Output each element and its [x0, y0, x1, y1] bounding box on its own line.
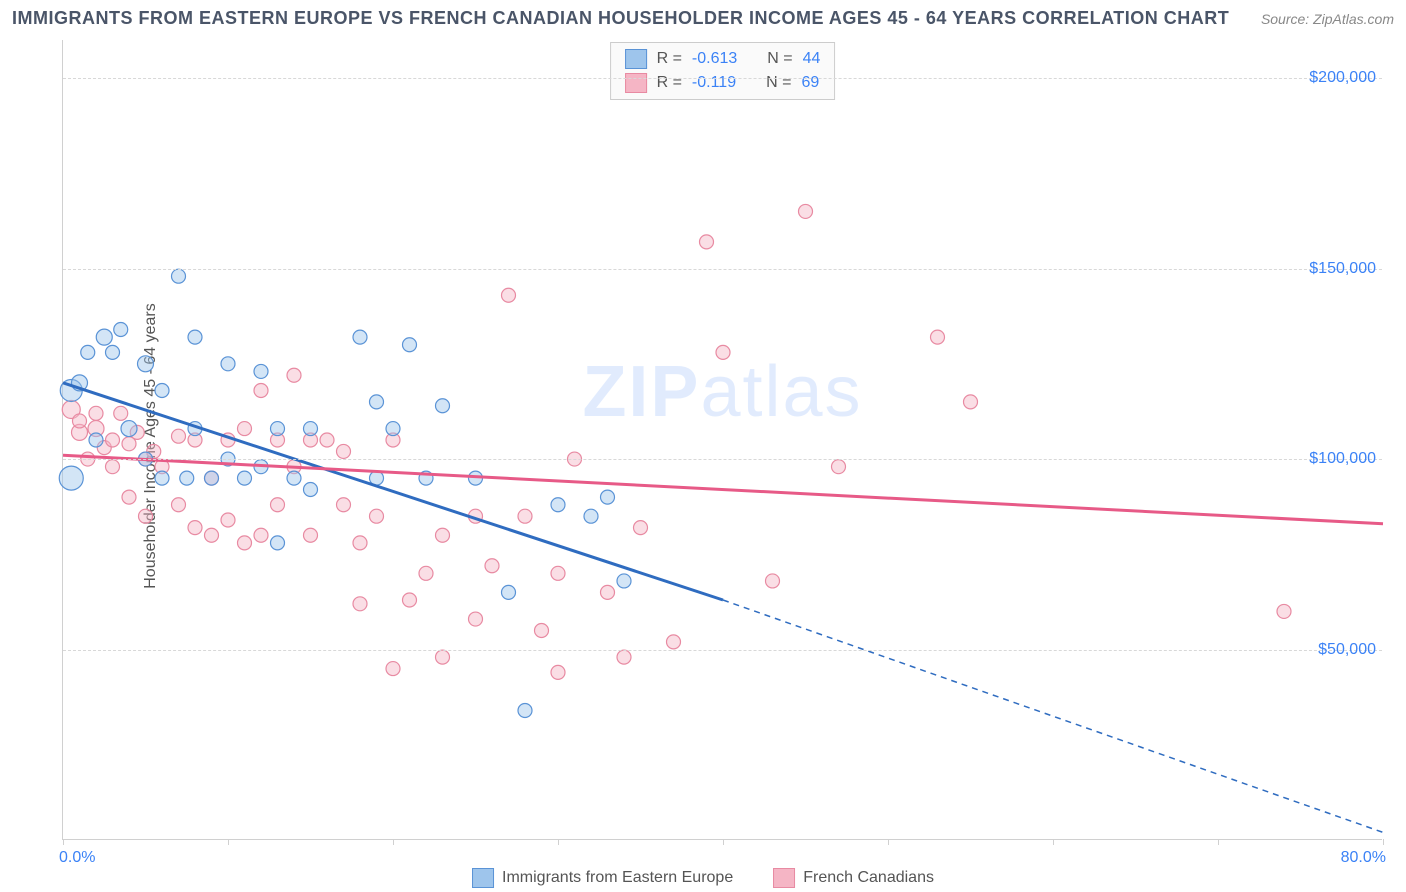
- legend-item-0: Immigrants from Eastern Europe: [472, 868, 733, 888]
- y-tick-label: $50,000: [1318, 641, 1376, 659]
- chart-area: ZIPatlas R = -0.613 N = 44 R = -0.119 N …: [62, 40, 1382, 840]
- gridline: [63, 78, 1382, 79]
- swatch-series-1: [625, 73, 647, 93]
- stats-row-series-1: R = -0.119 N = 69: [625, 71, 821, 95]
- source-label: Source: ZipAtlas.com: [1261, 11, 1394, 27]
- x-tick: [228, 839, 229, 845]
- scatter-plot: [63, 40, 1383, 840]
- n-label: N =: [767, 50, 792, 68]
- gridline: [63, 459, 1382, 460]
- r-label: R =: [657, 74, 682, 92]
- header: IMMIGRANTS FROM EASTERN EUROPE VS FRENCH…: [12, 8, 1394, 29]
- gridline: [63, 269, 1382, 270]
- x-tick: [1053, 839, 1054, 845]
- x-tick: [63, 839, 64, 845]
- n-value-0: 44: [803, 50, 821, 68]
- stats-legend: R = -0.613 N = 44 R = -0.119 N = 69: [610, 42, 836, 100]
- y-tick-label: $100,000: [1309, 450, 1376, 468]
- legend-label-1: French Canadians: [803, 869, 934, 887]
- r-value-1: -0.119: [692, 74, 736, 92]
- series-legend: Immigrants from Eastern Europe French Ca…: [472, 868, 934, 888]
- gridline: [63, 650, 1382, 651]
- x-tick: [723, 839, 724, 845]
- n-value-1: 69: [801, 74, 819, 92]
- x-tick: [1218, 839, 1219, 845]
- x-tick: [558, 839, 559, 845]
- legend-label-0: Immigrants from Eastern Europe: [502, 869, 733, 887]
- x-min-label: 0.0%: [59, 849, 95, 867]
- x-max-label: 80.0%: [1341, 849, 1386, 867]
- y-tick-label: $200,000: [1309, 69, 1376, 87]
- x-tick: [393, 839, 394, 845]
- legend-item-1: French Canadians: [773, 868, 934, 888]
- x-tick: [888, 839, 889, 845]
- stats-row-series-0: R = -0.613 N = 44: [625, 47, 821, 71]
- legend-swatch-1: [773, 868, 795, 888]
- r-label: R =: [657, 50, 682, 68]
- swatch-series-0: [625, 49, 647, 69]
- x-tick: [1383, 839, 1384, 845]
- r-value-0: -0.613: [692, 50, 737, 68]
- y-tick-label: $150,000: [1309, 260, 1376, 278]
- chart-title: IMMIGRANTS FROM EASTERN EUROPE VS FRENCH…: [12, 8, 1229, 29]
- n-label: N =: [766, 74, 791, 92]
- legend-swatch-0: [472, 868, 494, 888]
